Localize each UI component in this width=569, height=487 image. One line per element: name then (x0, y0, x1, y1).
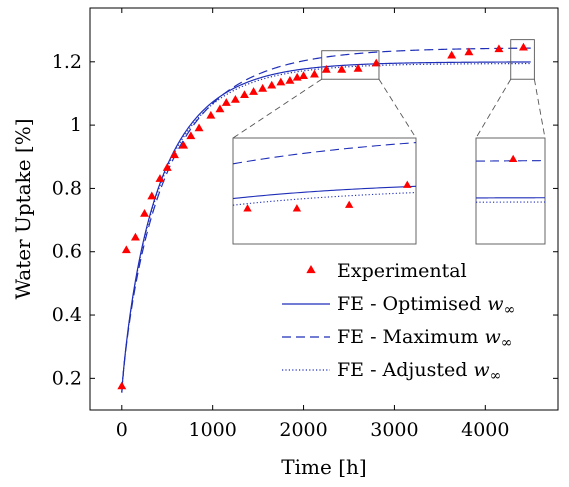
series-line-3 (121, 62, 531, 393)
data-point (321, 64, 331, 73)
data-point (519, 42, 528, 51)
x-tick-label: 4000 (461, 419, 509, 441)
data-point (130, 232, 140, 241)
zoom-region-2 (510, 39, 535, 80)
legend-marker (306, 265, 316, 274)
data-point (179, 140, 189, 149)
data-point (194, 123, 204, 132)
series-line-2 (121, 47, 531, 393)
x-axis-label: Time [h] (281, 455, 366, 479)
inset-series-line-1 (233, 185, 416, 200)
data-point (140, 208, 149, 217)
data-point (258, 83, 268, 92)
inset-data-point (508, 154, 518, 162)
zoom-connector (475, 78, 512, 139)
data-point (292, 72, 302, 81)
data-point (353, 63, 363, 72)
y-tick-label: 0.4 (52, 304, 82, 326)
zoom-connector (232, 78, 322, 139)
data-point (162, 163, 172, 171)
y-tick-label: 0.2 (52, 367, 82, 389)
data-point (240, 90, 249, 99)
y-tick-label: 0.8 (52, 177, 82, 199)
data-point (117, 381, 127, 390)
zoom-inset-2 (475, 137, 546, 245)
y-tick-label: 1.2 (52, 51, 82, 73)
data-point (221, 98, 231, 106)
legend-label: Experimental (337, 260, 467, 282)
data-point (371, 58, 381, 67)
x-tick-label: 3000 (370, 419, 418, 441)
data-point (249, 87, 259, 95)
data-point (121, 245, 131, 254)
data-point (147, 191, 157, 200)
x-tick-label: 1000 (188, 419, 236, 441)
y-axis-label: Water Uptake [%] (11, 118, 35, 299)
zoom-region-1 (321, 50, 380, 80)
x-tick-label: 0 (116, 419, 128, 441)
legend-label: FE - Adjusted w∞ (337, 359, 501, 384)
data-point (155, 174, 165, 182)
inset-series-line-3 (233, 191, 416, 206)
zoom-connector (378, 78, 417, 139)
plot-frame (89, 7, 559, 411)
inset-series-line-2 (233, 142, 416, 165)
data-point (267, 80, 277, 89)
data-point (230, 94, 240, 103)
data-point (285, 76, 295, 84)
zoom-connector (533, 79, 546, 139)
y-tick-label: 1 (70, 114, 82, 136)
legend-label: FE - Optimised w∞ (337, 293, 515, 318)
data-point (215, 104, 225, 113)
data-point (337, 64, 347, 73)
data-point (464, 47, 474, 56)
data-point (447, 50, 457, 59)
data-point (170, 150, 179, 159)
data-point (299, 71, 309, 80)
data-point (186, 131, 196, 140)
inset-data-point (292, 204, 302, 212)
inset-data-point (345, 200, 354, 208)
y-tick-label: 0.6 (52, 241, 82, 263)
x-tick-label: 2000 (279, 419, 327, 441)
data-point (309, 69, 319, 78)
legend-label: FE - Maximum w∞ (337, 326, 512, 351)
data-point (494, 44, 504, 53)
inset-data-point (403, 180, 412, 188)
data-point (206, 110, 216, 119)
data-point (276, 77, 286, 86)
inset-data-point (243, 204, 252, 212)
